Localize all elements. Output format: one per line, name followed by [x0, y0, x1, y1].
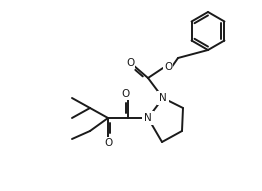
Text: N: N	[144, 113, 152, 123]
Text: N: N	[159, 93, 167, 103]
Text: O: O	[104, 138, 112, 148]
Text: O: O	[164, 62, 172, 72]
Text: O: O	[126, 58, 134, 68]
Text: O: O	[121, 89, 129, 99]
